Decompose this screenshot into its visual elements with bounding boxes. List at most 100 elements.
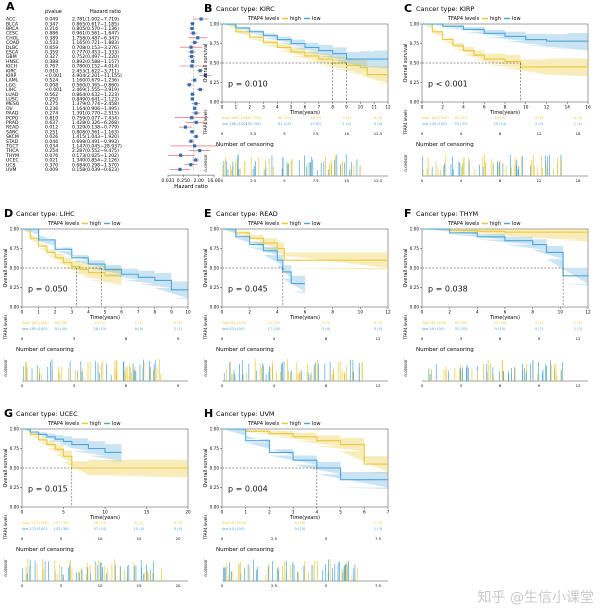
panel-label: A bbox=[6, 0, 15, 13]
pvalue-value: 0.275 bbox=[45, 101, 58, 107]
x-tick-label: 0 bbox=[221, 310, 224, 315]
x-tick-label: 0.250 bbox=[177, 178, 190, 184]
legend-high-label: high bbox=[290, 421, 301, 427]
pvalue-value: 0.659 bbox=[45, 45, 58, 51]
risk-table-cell: 1 (2) bbox=[574, 327, 583, 331]
x-axis-label: Time(years) bbox=[89, 315, 120, 321]
risk-table-cell: 53 (37) bbox=[454, 122, 468, 126]
risk-table-cell: 150 (56) bbox=[246, 122, 262, 126]
x-tick-label: 8 bbox=[331, 310, 334, 315]
risk-table-xtick: 0 bbox=[21, 536, 24, 541]
pvalue-value: 0.009 bbox=[45, 167, 58, 173]
risk-table-cell: 6 (2) bbox=[135, 521, 144, 525]
cancer-label: LAML bbox=[6, 78, 19, 84]
risk-table-cell: high 59 (100) bbox=[422, 321, 447, 325]
x-tick-label: 6 bbox=[483, 105, 486, 110]
cancer-label: THCA bbox=[5, 148, 19, 154]
pvalue-value: 0.008 bbox=[45, 82, 58, 88]
km-svg: C Cancer type: KIRP TFAP4 levels high low 0.0… bbox=[403, 2, 591, 183]
risk-table-xtick: 10 bbox=[344, 131, 349, 136]
x-axis-label: Time(years) bbox=[489, 110, 520, 116]
hr-value: 1.415(1.043−1.920) bbox=[72, 134, 119, 140]
hr-point bbox=[194, 134, 198, 139]
risk-table-ylabel: TFAP4 levels bbox=[403, 315, 408, 341]
risk-table-cell: 3 (1) bbox=[343, 116, 352, 120]
risk-table-cell: 1 (0) bbox=[343, 122, 352, 126]
y-tick-label: 1.00 bbox=[210, 227, 220, 232]
risk-table-xtick: 12 bbox=[537, 131, 542, 136]
x-tick-label: 0 bbox=[221, 510, 224, 515]
km-svg: E Cancer type: READ TFAP4 levels high low 0.0… bbox=[203, 207, 391, 388]
pvalue-value: 0.076 bbox=[45, 153, 58, 159]
y-tick-label: 0.25 bbox=[210, 80, 220, 85]
risk-table-xtick: 12.5 bbox=[374, 131, 383, 136]
x-tick-label: 8 bbox=[504, 105, 507, 110]
y-tick-label: 0.50 bbox=[10, 266, 20, 271]
y-axis-label: Overall survival bbox=[403, 43, 409, 82]
legend-high-label: high bbox=[490, 16, 501, 22]
risk-table-cell: 21 (25) bbox=[267, 321, 281, 325]
x-tick-label: 9 bbox=[345, 105, 348, 110]
x-tick-label: 4 bbox=[476, 310, 479, 315]
censor-ylabel: n.censor bbox=[403, 359, 408, 377]
censor-xtick: 12 bbox=[376, 383, 381, 388]
hr-point bbox=[194, 102, 198, 106]
censor-xtick: 0 bbox=[221, 583, 224, 588]
censor-title: Number of censoring bbox=[16, 347, 74, 353]
censor-xtick: 8 bbox=[499, 178, 502, 183]
pvalue-value: 0.767 bbox=[45, 64, 58, 70]
hr-point bbox=[189, 116, 194, 120]
y-tick-label: 0.00 bbox=[410, 100, 420, 105]
y-axis-label: Overall survival bbox=[203, 448, 209, 487]
risk-table-xtick: 15 bbox=[137, 536, 142, 541]
risk-table-xtick: 16 bbox=[576, 131, 581, 136]
low-survival-curve bbox=[22, 428, 122, 453]
cancer-label: SARC bbox=[6, 129, 18, 135]
km-panel-g: G Cancer type: UCEC TFAP4 levels high low 0.0… bbox=[0, 405, 200, 605]
km-svg: H Cancer type: UVM TFAP4 levels high low 0.00… bbox=[203, 407, 390, 588]
cancer-label: CESC bbox=[6, 31, 18, 37]
x-axis-label: Time(years) bbox=[289, 315, 320, 321]
pvalue-value: 0.010 bbox=[45, 68, 58, 74]
low-survival-curve bbox=[222, 428, 388, 481]
x-tick-label: 12 bbox=[385, 310, 391, 315]
panel-label: E bbox=[204, 207, 212, 220]
low-survival-curve bbox=[222, 228, 305, 285]
y-tick-label: 0.00 bbox=[210, 505, 220, 510]
hr-value: 1.758(0.487−6.347) bbox=[72, 35, 119, 41]
x-axis-label: Hazard ratio bbox=[174, 184, 208, 190]
pvalue-value: 0.034 bbox=[45, 144, 58, 150]
hr-value: 0.752(0.497−1.220) bbox=[72, 54, 119, 60]
pvalue-value: 0.389 bbox=[45, 35, 58, 41]
x-tick-label: 2 bbox=[268, 510, 271, 515]
cancer-label: LUAD bbox=[6, 92, 19, 98]
hr-value: 0.865(0.617−1.185) bbox=[72, 21, 119, 27]
low-ci-band bbox=[222, 429, 388, 490]
censor-xtick: 2.5 bbox=[250, 178, 257, 183]
risk-table-cell: 31 (53) bbox=[454, 327, 468, 331]
risk-table-cell: 48 (26) bbox=[54, 321, 68, 325]
y-tick-label: 0.50 bbox=[410, 61, 420, 66]
legend-title: TFAP4 levels bbox=[247, 421, 280, 427]
pvalue-value: 0.250 bbox=[45, 97, 58, 103]
watermark: 知乎 @生信小课堂 bbox=[477, 590, 594, 606]
risk-table-cell: 3 (4) bbox=[322, 321, 331, 325]
pvalue-value: 0.251 bbox=[45, 129, 58, 135]
low-survival-curve bbox=[22, 228, 188, 291]
y-tick-label: 0.75 bbox=[410, 246, 420, 251]
panel-title: Cancer type: UCEC bbox=[16, 410, 78, 418]
x-tick-label: 0 bbox=[21, 310, 24, 315]
y-tick-label: 1.00 bbox=[10, 427, 20, 432]
cancer-label: ESCA bbox=[6, 50, 19, 56]
panel-label: F bbox=[404, 207, 412, 220]
censor-ylabel: n.censor bbox=[403, 154, 408, 172]
x-tick-label: 0 bbox=[421, 105, 424, 110]
panel-label: H bbox=[204, 407, 213, 420]
risk-table-cell: low 83 (100) bbox=[222, 327, 245, 331]
pvalue-value: 0.049 bbox=[45, 17, 58, 23]
risk-table-cell: 9 (23) bbox=[295, 527, 306, 531]
x-tick-label: 11 bbox=[371, 105, 377, 110]
x-tick-label: 4 bbox=[87, 310, 90, 315]
hr-value: 4.904(2.201−11.155) bbox=[72, 73, 122, 79]
high-ci-band bbox=[422, 24, 588, 77]
